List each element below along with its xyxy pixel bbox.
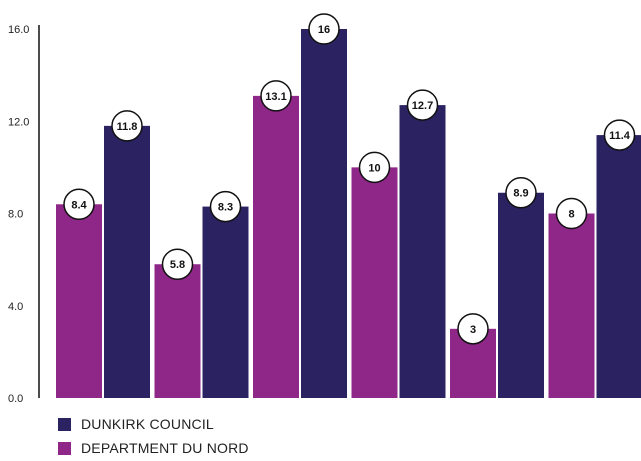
- bar-department-du-nord: [352, 167, 398, 398]
- data-label: 16: [318, 24, 330, 36]
- bar-department-du-nord: [549, 214, 595, 399]
- legend-swatch-department-du-nord: [58, 442, 71, 455]
- data-label: 3: [470, 324, 476, 336]
- data-label: 5.8: [170, 259, 185, 271]
- legend-swatch-dunkirk-council: [58, 418, 71, 431]
- bar-chart: 0.0 4.0 8.0 12.0 16.0 8.4 11.8 5.8 8.3 13.1 16 10 12…: [0, 0, 641, 410]
- bar-dunkirk-council: [203, 207, 249, 398]
- bar-department-du-nord: [253, 96, 299, 398]
- bar-dunkirk-council: [498, 193, 544, 398]
- y-tick-label: 12.0: [8, 116, 29, 128]
- data-label: 11.4: [609, 130, 631, 142]
- data-label: 8.3: [218, 202, 233, 214]
- y-tick-label: 4.0: [8, 301, 23, 313]
- bar-department-du-nord: [155, 264, 201, 398]
- bar-dunkirk-council: [400, 105, 446, 398]
- data-label: 8.4: [71, 199, 87, 211]
- data-label: 8: [568, 209, 574, 221]
- bar-dunkirk-council: [301, 29, 347, 398]
- legend-item-dunkirk-council: DUNKIRK COUNCIL: [58, 413, 249, 435]
- y-tick-label: 8.0: [8, 209, 23, 221]
- bar-dunkirk-council: [104, 126, 150, 398]
- data-label: 12.7: [412, 100, 433, 112]
- bar-department-du-nord: [56, 204, 102, 398]
- data-label: 13.1: [265, 91, 286, 103]
- y-tick-label: 0.0: [8, 393, 23, 405]
- y-tick-label: 16.0: [8, 24, 29, 36]
- data-label: 10: [368, 162, 380, 174]
- data-label: 8.9: [513, 188, 528, 200]
- bar-dunkirk-council: [597, 135, 641, 398]
- data-label: 11.8: [117, 121, 138, 133]
- legend-label-dunkirk-council: DUNKIRK COUNCIL: [81, 416, 214, 432]
- legend-item-department-du-nord: DEPARTMENT DU NORD: [58, 437, 249, 459]
